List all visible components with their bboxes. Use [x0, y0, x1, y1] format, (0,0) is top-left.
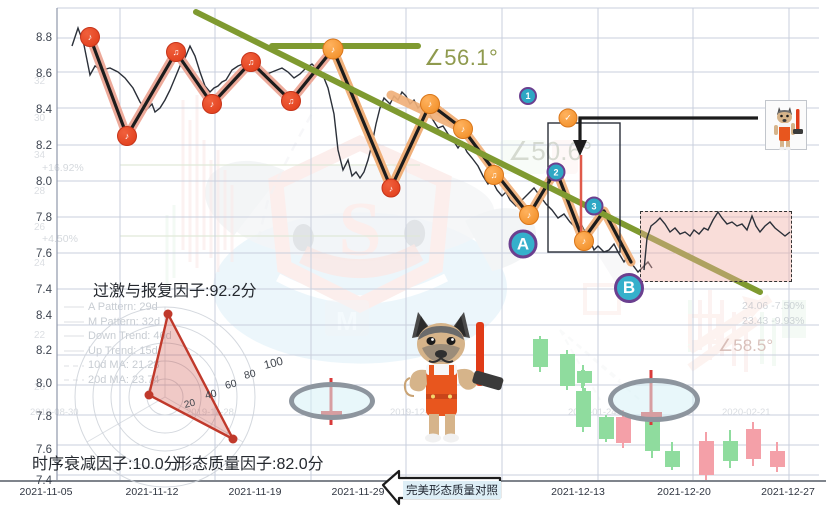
- pattern-node[interactable]: ♪: [519, 205, 539, 225]
- y-tick: 7.8: [36, 411, 52, 423]
- pattern-line: [88, 35, 633, 264]
- y-tick: 8.8: [36, 32, 52, 44]
- x-tick: 2021-11-12: [125, 486, 179, 498]
- x-tick: 2021-12-20: [657, 486, 711, 498]
- wave-node-2[interactable]: 2: [546, 162, 566, 182]
- svg-text:100: 100: [263, 356, 285, 372]
- radar-score-quality: 形态质量因子:82.0分: [176, 456, 324, 473]
- pattern-node[interactable]: ♪: [202, 94, 222, 114]
- x-tick: 2021-11-19: [228, 486, 282, 498]
- wave-node-1[interactable]: 1: [519, 87, 537, 105]
- x-tick: 2021-11-05: [19, 486, 73, 498]
- watermark-yval-7: 22: [34, 330, 46, 341]
- watermark-angle-585: ∠58.5°: [718, 336, 774, 355]
- x-tick: 2021-12-13: [551, 486, 605, 498]
- y-tick: 7.4: [36, 284, 52, 296]
- pattern-node[interactable]: ♪: [117, 126, 137, 146]
- pattern-node[interactable]: ♪: [420, 94, 440, 114]
- y-tick: 7.6: [36, 248, 52, 260]
- pattern-label-b[interactable]: B: [614, 273, 644, 303]
- y-tick: 7.6: [36, 444, 52, 456]
- watermark-value-2: 23.43 -9.93%: [742, 315, 805, 327]
- watermark-value-1: 24.06 -7.50%: [742, 300, 805, 312]
- y-tick: 7.4: [36, 475, 52, 487]
- pattern-node[interactable]: ♫: [281, 91, 301, 111]
- pattern-band-right2: [328, 44, 636, 267]
- svg-text:M: M: [336, 306, 358, 336]
- pattern-node[interactable]: ♫: [241, 52, 261, 72]
- pattern-label-a[interactable]: A: [508, 229, 538, 259]
- pattern-band-left: [85, 32, 338, 141]
- pattern-node[interactable]: ♪: [322, 38, 344, 60]
- watermark-angle-506: ∠50.6°: [508, 136, 593, 166]
- x-tick: 2021-12-27: [761, 486, 815, 498]
- callout-label[interactable]: 完美形态质量对照: [403, 481, 501, 499]
- y-tick: 8.0: [36, 176, 52, 188]
- y-tick: 8.0: [36, 378, 52, 390]
- svg-text:80: 80: [243, 367, 257, 382]
- watermark-pct-2: +4.50%: [42, 233, 78, 245]
- pattern-node[interactable]: ♪: [574, 231, 594, 251]
- watermark-pct-1: +16.92%: [42, 162, 84, 174]
- y-tick: 8.6: [36, 68, 52, 80]
- raw-price-line: [71, 25, 653, 274]
- svg-text:20: 20: [183, 397, 197, 410]
- svg-text:S: S: [338, 185, 381, 271]
- forecast-region-box: [640, 211, 792, 282]
- y-tick: 8.2: [36, 140, 52, 152]
- y-tick: 8.4: [36, 104, 52, 116]
- radar-score-excess: 过激与报复因子:92.2分: [93, 283, 257, 300]
- watermark-date-5: 2020-02-21: [722, 407, 771, 418]
- doji-highlight-ellipse-left: [289, 382, 375, 420]
- svg-text:60: 60: [224, 377, 238, 392]
- pattern-node[interactable]: ✓: [558, 108, 578, 128]
- pattern-node[interactable]: ♪: [453, 119, 473, 139]
- perfect-pattern-thumbnail[interactable]: [765, 100, 807, 151]
- pattern-node[interactable]: ♪: [80, 27, 100, 47]
- y-tick: 8.4: [36, 310, 52, 322]
- angle-label-561: ∠56.1°: [424, 45, 499, 70]
- dog-with-hammer-mascot-icon: [774, 107, 803, 151]
- y-tick: 8.2: [36, 345, 52, 357]
- svg-text:40: 40: [204, 387, 218, 402]
- y-tick: 7.8: [36, 212, 52, 224]
- pattern-node[interactable]: ♫: [166, 42, 186, 62]
- wave-node-3[interactable]: 3: [584, 196, 604, 216]
- radar-score-decay: 时序衰减因子:10.0分: [32, 456, 180, 473]
- watermark-legend: A Pattern: 29d M Pattern: 32d Down Trend…: [88, 301, 172, 386]
- watermark-date-2: 2019-11-28: [186, 407, 234, 418]
- inset-connector-arrow: [578, 116, 758, 123]
- pattern-node[interactable]: ♪: [381, 178, 401, 198]
- pattern-node[interactable]: ♫: [484, 165, 504, 185]
- doji-highlight-ellipse-right: [608, 378, 700, 422]
- watermark-date-4: 2020-01-24: [568, 407, 617, 418]
- x-tick: 2021-11-29: [331, 486, 385, 498]
- watermark-date-3: 2019-12-24: [390, 407, 439, 418]
